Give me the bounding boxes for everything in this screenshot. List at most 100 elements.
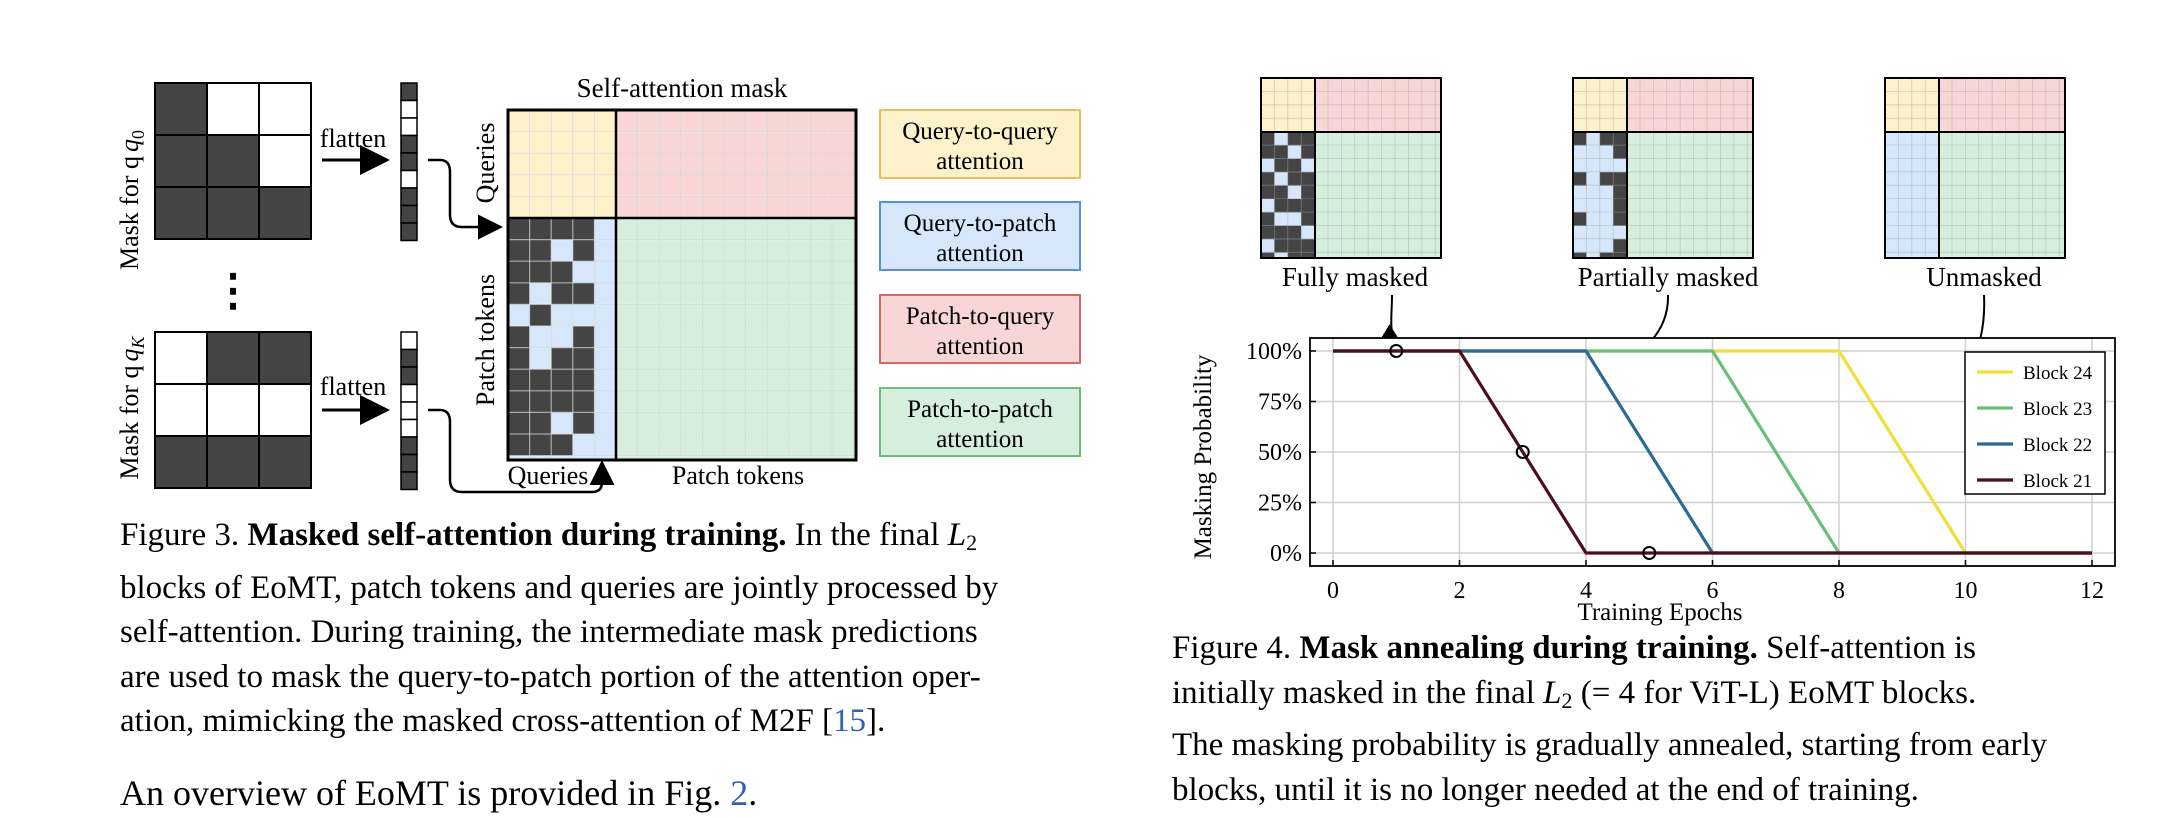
flat-cell xyxy=(400,348,418,368)
thumb-masked-cell xyxy=(1599,172,1614,186)
flat-cell xyxy=(400,187,418,207)
masked-cell xyxy=(572,326,595,348)
masked-cell xyxy=(551,434,573,456)
x-tick-label: 2 xyxy=(1454,578,1466,604)
caption-3-line-2: blocks of EoMT, patch tokens and queries… xyxy=(120,569,999,606)
queries-col-label: Queries xyxy=(508,461,589,490)
mask-cell xyxy=(206,134,260,188)
legend-label-line-1: Query-to-query xyxy=(902,118,1058,145)
masked-cell xyxy=(551,347,573,370)
thumb-masked-cell xyxy=(1613,199,1627,213)
thumb-masked-cell xyxy=(1287,252,1302,258)
masked-cell xyxy=(529,412,552,434)
flat-cell xyxy=(400,331,418,351)
self-attention-mask-title: Self-attention mask xyxy=(577,73,788,103)
flat-cell xyxy=(400,169,418,189)
thumb-masked-cell xyxy=(1613,145,1627,159)
caption-4-line-1: Figure 4. Mask annealing during training… xyxy=(1172,630,1977,666)
thumb-masked-cell xyxy=(1613,252,1627,258)
thumb-border xyxy=(1884,77,2066,259)
thumb-qq xyxy=(1261,78,1315,132)
masked-cell xyxy=(551,369,573,391)
thumb-qp xyxy=(1885,132,1939,258)
figure-4: Fully masked Partially masked Unmasked 0… xyxy=(1190,77,2116,626)
mask-cell xyxy=(206,383,260,437)
thumb-masked-cell xyxy=(1613,132,1627,146)
legend-box xyxy=(879,109,1081,179)
flat-cell xyxy=(400,436,418,456)
masked-cell xyxy=(508,369,530,391)
thumb-masked-cell xyxy=(1301,239,1315,253)
thumb-masked-cell xyxy=(1274,225,1288,240)
ellipsis: ⋮ xyxy=(211,266,255,315)
thumb-masked-cell xyxy=(1261,185,1275,199)
x-tick-label: 6 xyxy=(1707,578,1719,604)
chart-legend xyxy=(1964,351,2106,495)
masked-cell xyxy=(508,261,530,283)
thumb-label-fully-masked: Fully masked xyxy=(1282,262,1429,292)
thumb-masked-cell xyxy=(1287,172,1302,186)
masked-cell xyxy=(572,218,595,240)
caption-3-line-3: self-attention. During training, the int… xyxy=(120,614,978,650)
caption-3-title: Masked self-attention during training. xyxy=(247,517,787,553)
overview-sentence: An overview of EoMT is provided in Fig. … xyxy=(120,773,758,813)
thumb-masked-cell xyxy=(1301,185,1315,199)
citation-15[interactable]: 15 xyxy=(833,703,867,739)
thumb-label-unmasked: Unmasked xyxy=(1926,262,2042,292)
thumb-masked-cell xyxy=(1274,158,1288,173)
masked-cell xyxy=(529,261,552,283)
thumb-masked-cell xyxy=(1613,185,1627,199)
flat-cell xyxy=(400,453,418,473)
legend-label-line-1: Query-to-patch xyxy=(904,210,1057,237)
thumb-pq xyxy=(1939,78,2065,132)
thumb-masked-cell xyxy=(1261,225,1275,240)
chart-ylabel: Masking Probability xyxy=(1190,354,1217,559)
mask-cell xyxy=(154,435,208,489)
flat-cell xyxy=(400,82,418,102)
thumb-masked-cell xyxy=(1274,239,1288,253)
legend-entry: Block 23 xyxy=(2023,399,2092,420)
legend-label-line-1: Patch-to-query xyxy=(906,303,1055,330)
mask-cell xyxy=(154,134,208,188)
thumb-masked-cell xyxy=(1261,252,1275,258)
flat-cell xyxy=(400,152,418,172)
plot-border xyxy=(1309,337,2116,567)
thumb-label-partially-masked: Partially masked xyxy=(1578,262,1759,292)
thumb-masked-cell xyxy=(1287,158,1302,173)
thumb-masked-cell xyxy=(1274,185,1288,199)
thumb-border xyxy=(1572,77,1754,259)
thumb-masked-cell xyxy=(1274,199,1288,213)
y-tick-label: 100% xyxy=(1246,339,1302,365)
mask-cell xyxy=(154,383,208,437)
x-tick-label: 0 xyxy=(1327,578,1339,604)
flat-cell xyxy=(400,383,418,403)
mask-cell xyxy=(206,186,260,240)
masked-cell xyxy=(508,326,530,348)
masked-cell xyxy=(572,282,595,305)
queries-row-label: Queries xyxy=(471,123,500,204)
figure-2-link[interactable]: 2 xyxy=(730,773,749,813)
mask-cell xyxy=(206,331,260,385)
mask-qk-label: Mask for qqK xyxy=(115,335,148,479)
caption-4-line-3: The masking probability is gradually ann… xyxy=(1172,727,2048,763)
mask-cell xyxy=(206,82,260,136)
thumb-masked-cell xyxy=(1287,225,1302,240)
masked-cell xyxy=(508,282,530,305)
mask-q0-label: Mask for qq0 xyxy=(115,130,148,270)
flat-cell xyxy=(400,117,418,137)
masked-cell xyxy=(508,390,530,413)
thumb-pq xyxy=(1627,78,1753,132)
thumb-masked-cell xyxy=(1301,132,1315,146)
masked-cell xyxy=(572,347,595,370)
marker-point xyxy=(1642,546,1657,560)
caption-3-line-1: Figure 3. Masked self-attention during t… xyxy=(120,517,978,555)
mask-cell xyxy=(154,186,208,240)
mask-q0-grid xyxy=(154,82,312,240)
caption-4-line-4: blocks, until it is no longer needed at … xyxy=(1172,771,1919,808)
thumb-pp xyxy=(1939,132,2065,258)
masked-cell xyxy=(529,218,552,240)
marker-point xyxy=(1515,445,1530,459)
thumb-masked-cell xyxy=(1287,199,1302,213)
masked-cell xyxy=(508,412,530,434)
flatten-label-top: flatten xyxy=(320,124,386,153)
